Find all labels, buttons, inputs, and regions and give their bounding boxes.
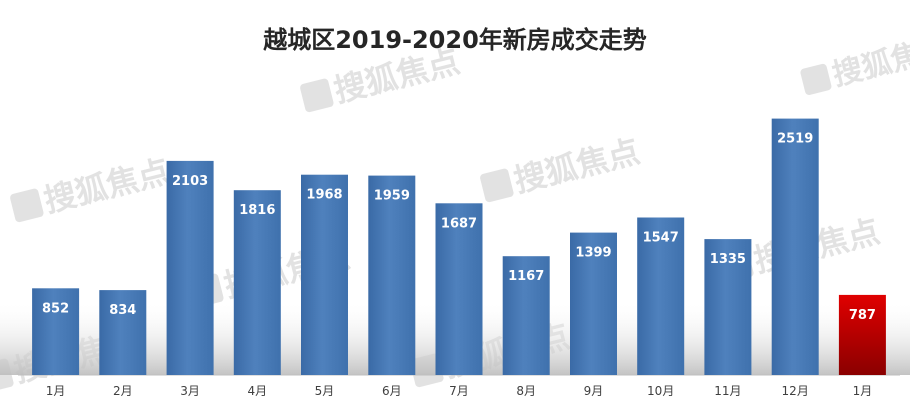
- bar: [301, 174, 348, 375]
- data-label: 1968: [306, 188, 342, 203]
- data-label: 852: [42, 301, 69, 316]
- bars-group: [32, 118, 886, 375]
- x-tick-labels-group: 1月 2月 3月 4月 5月 6月 7月 8月 9月 10月 11月 12月 1月: [46, 384, 872, 398]
- x-tick-label: 7月: [449, 384, 469, 398]
- bar: [435, 203, 483, 375]
- bar: [570, 232, 617, 375]
- x-tick-label: 3月: [180, 384, 200, 398]
- data-label: 2519: [777, 132, 813, 147]
- chart-title: 越城区2019-2020年新房成交走势: [263, 26, 647, 54]
- data-label: 1687: [441, 216, 477, 231]
- data-label: 787: [849, 308, 876, 323]
- x-tick-label: 1月: [46, 384, 66, 398]
- data-label: 1547: [643, 231, 679, 246]
- data-label: 1335: [710, 252, 746, 267]
- x-tick-label: 4月: [247, 384, 267, 398]
- data-label: 1167: [508, 269, 544, 284]
- data-label: 2103: [172, 174, 208, 189]
- x-tick-label: 5月: [315, 384, 335, 398]
- x-tick-label: 6月: [382, 384, 402, 398]
- bar: [502, 256, 550, 375]
- data-label: 1816: [239, 203, 275, 218]
- bar-highlight: [838, 294, 886, 375]
- x-tick-label: 12月: [782, 384, 809, 398]
- x-tick-label: 9月: [584, 384, 604, 398]
- data-labels-group: 852 834 2103 1816 1968 1959 1687 1167 1399 1547 13…: [42, 132, 876, 323]
- bar: [32, 288, 80, 375]
- bar: [771, 118, 819, 375]
- data-label: 1959: [374, 189, 410, 204]
- x-tick-label: 10月: [647, 384, 674, 398]
- bar: [704, 239, 752, 375]
- bar: [166, 160, 214, 375]
- x-tick-label: 2月: [113, 384, 133, 398]
- bar: [637, 217, 685, 375]
- data-label: 1399: [575, 246, 611, 261]
- bar: [99, 290, 147, 375]
- x-tick-label: 8月: [516, 384, 536, 398]
- data-label: 834: [109, 303, 136, 318]
- bar: [368, 175, 416, 375]
- bar: [233, 190, 281, 375]
- x-tick-label: 1月: [853, 384, 873, 398]
- x-tick-label: 11月: [714, 384, 741, 398]
